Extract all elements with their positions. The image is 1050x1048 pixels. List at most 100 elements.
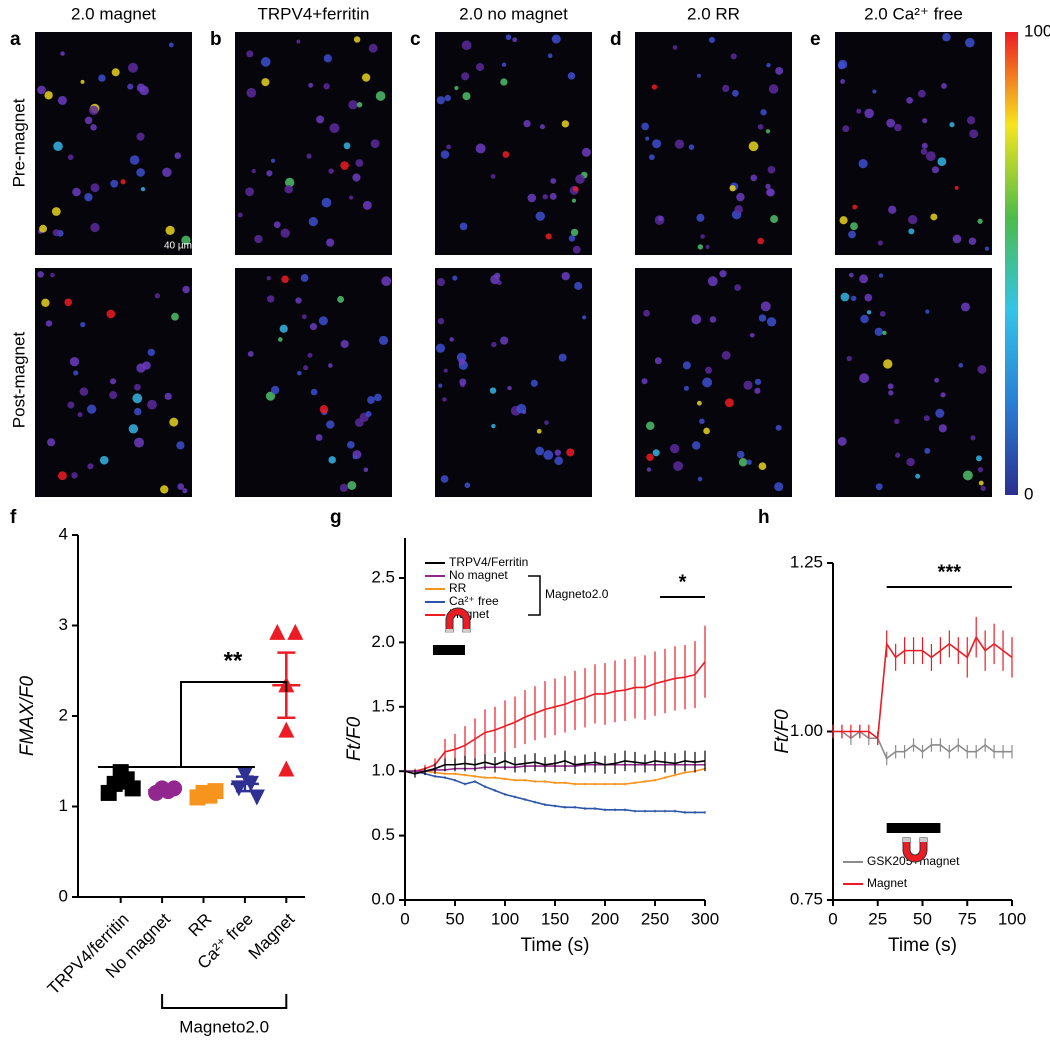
cell [860, 314, 869, 324]
cell [171, 312, 179, 321]
cell [273, 221, 281, 229]
cell [732, 89, 739, 97]
cell [307, 352, 313, 358]
panel-letter: b [210, 29, 222, 50]
cell [970, 435, 976, 441]
y-tick-label: 0.0 [371, 889, 395, 908]
cell [361, 73, 371, 82]
cell [489, 387, 497, 394]
cell [136, 168, 145, 177]
cell [734, 284, 742, 291]
cell [265, 391, 276, 401]
series-line [833, 730, 1012, 760]
cell [84, 192, 93, 202]
cell [736, 192, 745, 202]
cell [247, 350, 254, 357]
cell [924, 447, 931, 454]
cell [309, 323, 318, 331]
cell [464, 482, 471, 489]
cell [754, 387, 761, 394]
cell [45, 320, 53, 327]
cell [491, 341, 497, 348]
row-label: Pre-magnet [9, 98, 28, 187]
cell [882, 330, 887, 336]
cell [883, 359, 893, 369]
cell [443, 368, 448, 373]
cell [652, 139, 662, 149]
cell [669, 443, 680, 454]
cell [501, 62, 507, 67]
cell [954, 185, 959, 190]
cell [136, 83, 146, 92]
cell [160, 485, 169, 494]
cell [164, 392, 172, 400]
cell [182, 488, 188, 494]
cell [692, 441, 701, 450]
cell [696, 400, 702, 406]
cell [323, 83, 330, 90]
cell [768, 84, 779, 94]
cell [846, 355, 852, 362]
cell [245, 187, 255, 197]
cell [527, 193, 537, 203]
series-line [405, 767, 706, 785]
cell [542, 194, 548, 200]
cell [136, 132, 145, 141]
cell [50, 272, 55, 278]
cell [696, 213, 705, 222]
y-tick-label: 2.0 [371, 632, 395, 651]
cell [561, 120, 570, 128]
cell [339, 483, 348, 492]
series-line [404, 760, 706, 775]
cell [530, 379, 538, 387]
cell [165, 225, 175, 236]
cell [340, 161, 349, 170]
cell [572, 245, 581, 254]
cell [766, 62, 771, 68]
data-point [287, 623, 304, 640]
y-tick-label: 1 [59, 796, 68, 815]
group-bracket [161, 994, 288, 1009]
cell [328, 168, 334, 174]
cell [523, 120, 531, 128]
panel-letter: e [810, 29, 821, 50]
cell [840, 292, 850, 302]
cell [110, 378, 117, 385]
cell [875, 483, 883, 491]
colorbar [1005, 32, 1018, 495]
x-tick-label: 75 [958, 909, 977, 928]
cell [378, 335, 389, 345]
cell [837, 436, 847, 446]
y-tick-label: 1.00 [790, 721, 823, 740]
cell [237, 212, 243, 218]
x-tick-label: 100 [491, 909, 519, 928]
cell [270, 385, 280, 395]
cell [491, 423, 496, 429]
cell [920, 148, 928, 155]
cell [442, 397, 447, 402]
cell [301, 314, 307, 320]
cell [724, 398, 734, 408]
cell [109, 391, 118, 400]
cell [348, 100, 358, 110]
cell [888, 390, 894, 396]
cell [90, 183, 100, 193]
x-tick-label: 100 [998, 909, 1026, 928]
cell [935, 408, 945, 418]
x-tick-label: 0 [400, 909, 409, 928]
cell [908, 228, 915, 235]
cell [500, 336, 509, 345]
cell [940, 392, 946, 398]
cell [512, 37, 518, 43]
y-tick-label: 0.5 [371, 825, 395, 844]
panel-letter: g [330, 507, 342, 528]
cell [436, 96, 445, 105]
cell [543, 450, 554, 460]
cell [452, 275, 458, 281]
cell [775, 66, 784, 75]
cell [368, 43, 378, 53]
cell [641, 122, 649, 131]
cell [129, 155, 140, 165]
series-line [833, 635, 1013, 740]
